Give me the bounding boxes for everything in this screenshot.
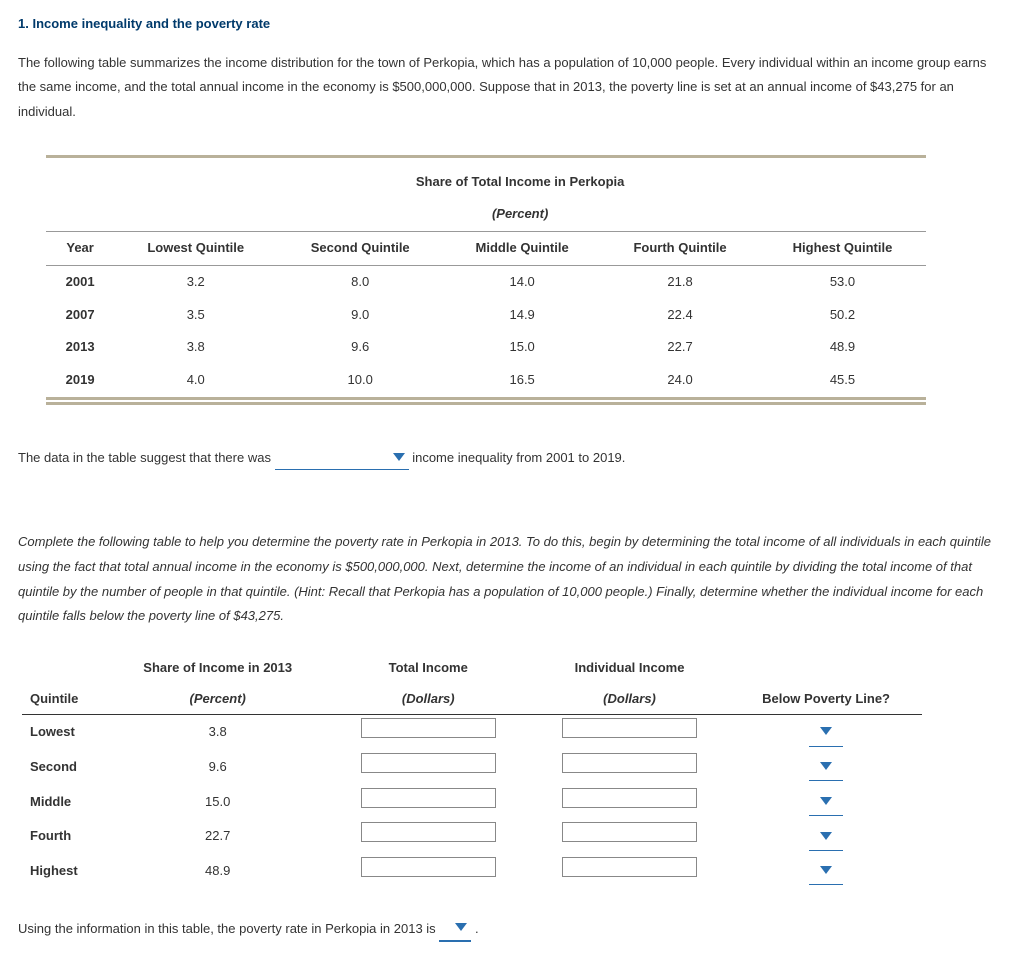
below-poverty-dropdown[interactable]: [809, 754, 843, 782]
t1-superunit: (Percent): [114, 198, 926, 231]
t2-share-cell: 15.0: [108, 785, 328, 820]
t2-quintile-cell: Second: [22, 750, 108, 785]
final-sentence: Using the information in this table, the…: [18, 915, 1006, 942]
total-income-input[interactable]: [361, 822, 496, 842]
individual-income-input[interactable]: [562, 788, 697, 808]
t1-col-year: Year: [46, 232, 114, 266]
t1-value-cell: 53.0: [759, 265, 926, 298]
t2-u-indiv: (Dollars): [529, 684, 730, 715]
sentence1-part-b: income inequality from 2001 to 2019.: [412, 450, 625, 465]
total-income-input[interactable]: [361, 753, 496, 773]
instructions-text: Complete the following table to help you…: [18, 530, 1006, 629]
t1-value-cell: 22.4: [601, 299, 759, 332]
total-income-input[interactable]: [361, 788, 496, 808]
chevron-down-icon: [820, 866, 832, 874]
t1-value-cell: 16.5: [443, 364, 601, 398]
below-poverty-dropdown[interactable]: [809, 823, 843, 851]
t1-col-fourth: Fourth Quintile: [601, 232, 759, 266]
intro-text: The following table summarizes the incom…: [18, 51, 1006, 125]
t2-share-cell: 3.8: [108, 715, 328, 750]
t1-year-cell: 2001: [46, 265, 114, 298]
t1-value-cell: 8.0: [277, 265, 443, 298]
below-poverty-dropdown[interactable]: [809, 788, 843, 816]
individual-income-input[interactable]: [562, 718, 697, 738]
t1-value-cell: 9.6: [277, 331, 443, 364]
t1-value-cell: 4.0: [114, 364, 277, 398]
t1-value-cell: 14.0: [443, 265, 601, 298]
t2-h-total: Total Income: [328, 653, 529, 684]
t1-col-lowest: Lowest Quintile: [114, 232, 277, 266]
t1-col-second: Second Quintile: [277, 232, 443, 266]
t2-h-below: Below Poverty Line?: [730, 684, 922, 715]
t2-h-quintile: Quintile: [22, 684, 108, 715]
t1-value-cell: 3.2: [114, 265, 277, 298]
individual-income-input[interactable]: [562, 753, 697, 773]
below-poverty-dropdown[interactable]: [809, 858, 843, 886]
chevron-down-icon: [820, 797, 832, 805]
t2-u-total: (Dollars): [328, 684, 529, 715]
t1-year-cell: 2007: [46, 299, 114, 332]
income-distribution-table: Share of Total Income in Perkopia (Perce…: [46, 155, 926, 405]
chevron-down-icon: [820, 762, 832, 770]
final-part-b: .: [475, 921, 479, 936]
t1-col-middle: Middle Quintile: [443, 232, 601, 266]
t2-share-cell: 48.9: [108, 854, 328, 889]
t1-value-cell: 21.8: [601, 265, 759, 298]
inequality-dropdown[interactable]: [275, 445, 409, 471]
t1-value-cell: 3.8: [114, 331, 277, 364]
chevron-down-icon: [820, 832, 832, 840]
t1-value-cell: 24.0: [601, 364, 759, 398]
page-title: 1. Income inequality and the poverty rat…: [18, 12, 1006, 37]
chevron-down-icon: [455, 923, 467, 931]
t1-year-cell: 2013: [46, 331, 114, 364]
t2-quintile-cell: Highest: [22, 854, 108, 889]
t2-quintile-cell: Lowest: [22, 715, 108, 750]
t1-col-highest: Highest Quintile: [759, 232, 926, 266]
chevron-down-icon: [393, 453, 405, 461]
t1-year-cell: 2019: [46, 364, 114, 398]
t1-value-cell: 48.9: [759, 331, 926, 364]
t1-value-cell: 22.7: [601, 331, 759, 364]
t1-value-cell: 45.5: [759, 364, 926, 398]
t2-h-share: Share of Income in 2013: [108, 653, 328, 684]
poverty-rate-dropdown[interactable]: [439, 915, 471, 942]
t2-share-cell: 22.7: [108, 819, 328, 854]
inequality-sentence: The data in the table suggest that there…: [18, 445, 1006, 471]
t2-h-indiv: Individual Income: [529, 653, 730, 684]
t1-value-cell: 3.5: [114, 299, 277, 332]
t1-value-cell: 15.0: [443, 331, 601, 364]
final-part-a: Using the information in this table, the…: [18, 921, 436, 936]
t1-value-cell: 14.9: [443, 299, 601, 332]
t2-quintile-cell: Fourth: [22, 819, 108, 854]
t1-value-cell: 9.0: [277, 299, 443, 332]
t2-quintile-cell: Middle: [22, 785, 108, 820]
below-poverty-dropdown[interactable]: [809, 719, 843, 747]
sentence1-part-a: The data in the table suggest that there…: [18, 450, 271, 465]
t1-superheader: Share of Total Income in Perkopia: [114, 166, 926, 199]
total-income-input[interactable]: [361, 718, 496, 738]
individual-income-input[interactable]: [562, 857, 697, 877]
chevron-down-icon: [820, 727, 832, 735]
t2-share-cell: 9.6: [108, 750, 328, 785]
t1-value-cell: 50.2: [759, 299, 926, 332]
t2-u-share: (Percent): [108, 684, 328, 715]
total-income-input[interactable]: [361, 857, 496, 877]
individual-income-input[interactable]: [562, 822, 697, 842]
t1-value-cell: 10.0: [277, 364, 443, 398]
poverty-calc-table: Share of Income in 2013 Total Income Ind…: [22, 653, 922, 889]
